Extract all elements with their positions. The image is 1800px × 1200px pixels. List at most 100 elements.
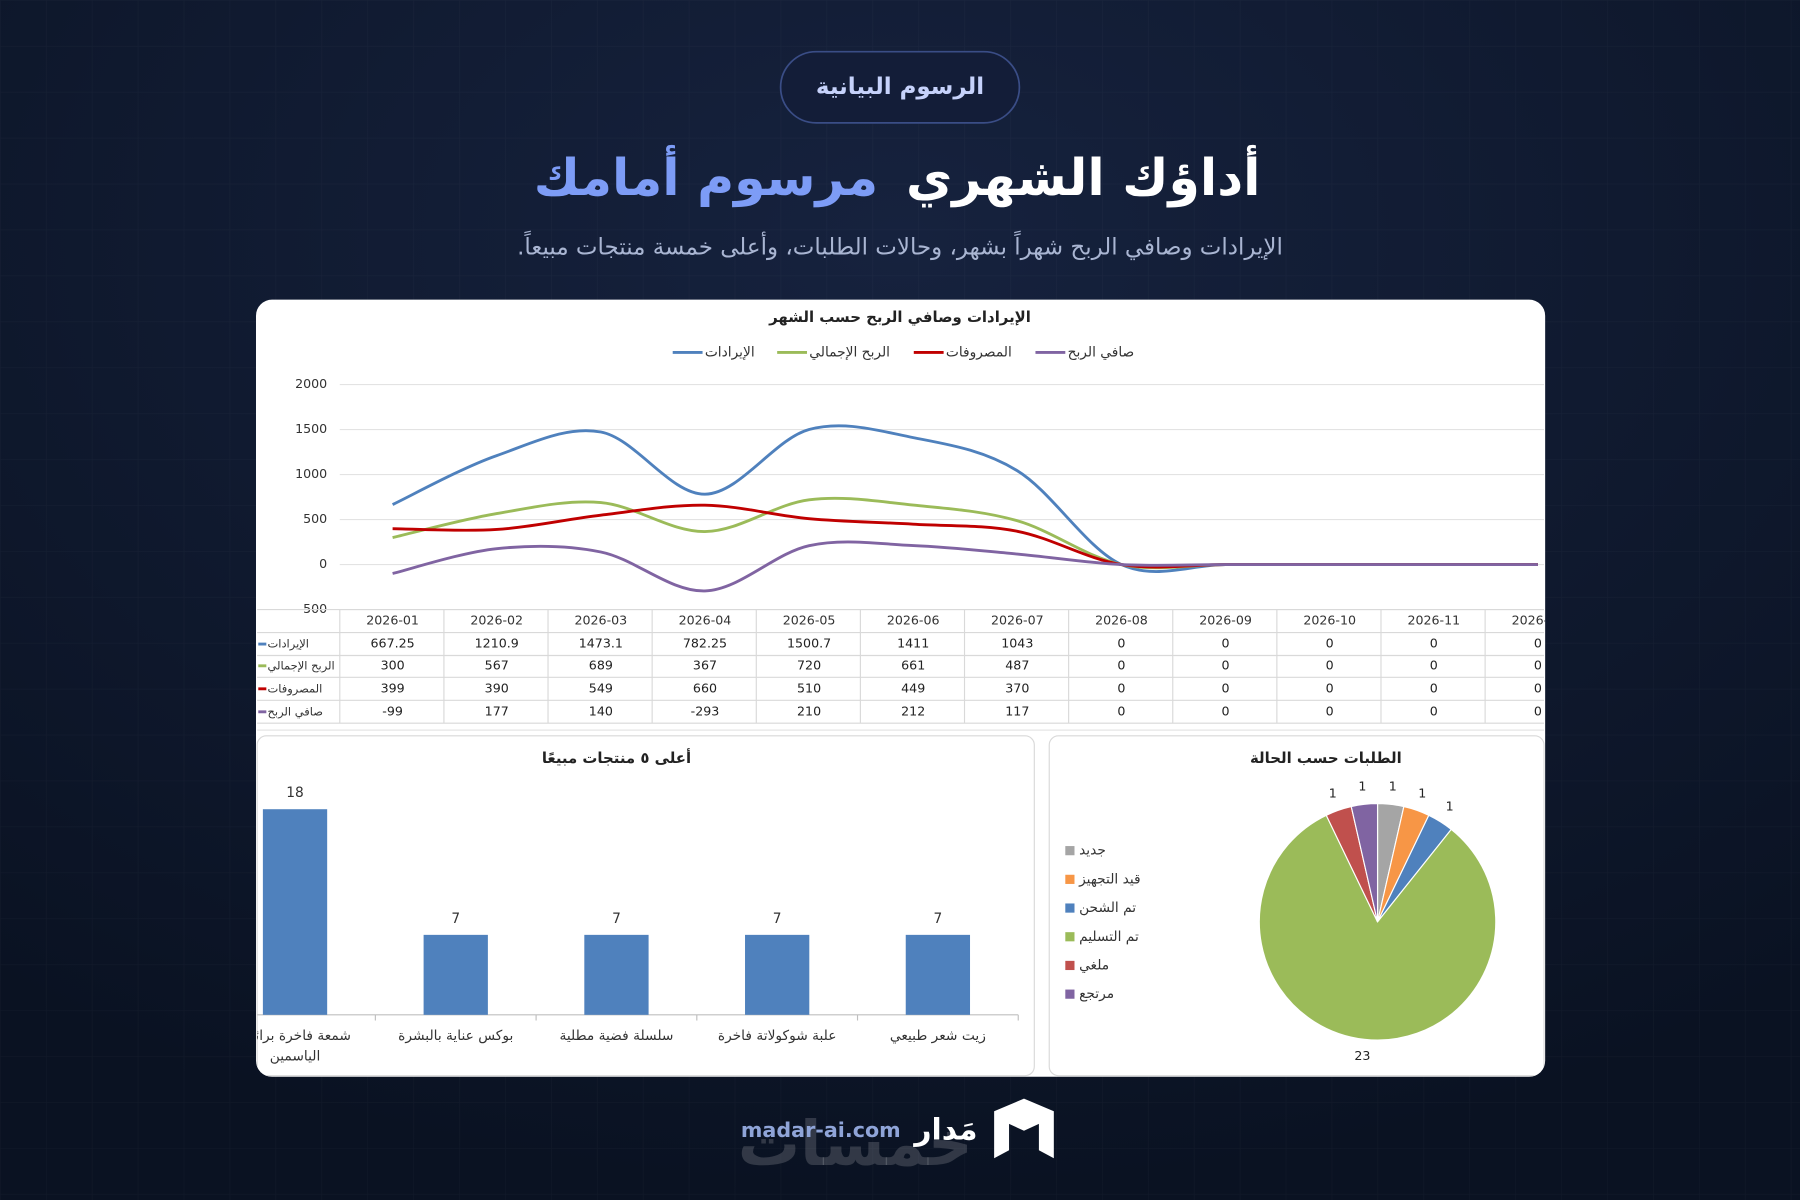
table-cell: -293 <box>691 703 720 718</box>
table-cell: 0 <box>1430 657 1438 672</box>
table-cell: 0 <box>1534 680 1542 695</box>
table-cell: 177 <box>485 703 509 718</box>
chart-title: الإيرادات وصافي الربح حسب الشهر <box>768 308 1031 326</box>
y-tick-label: 0 <box>319 556 327 571</box>
legend-label: الإيرادات <box>705 344 755 360</box>
x-tick-label: 2026-10 <box>1303 613 1356 628</box>
table-cell: 1500.7 <box>787 636 831 651</box>
bar-content: أعلى ٥ منتجات مبيعًا 18 شمعة فاخرة برائحة … <box>239 748 1019 1065</box>
x-tick-label: 2026-01 <box>366 613 419 628</box>
slice-label: 1 <box>1389 779 1397 794</box>
table-cell: 0 <box>1326 657 1334 672</box>
table-cell: 390 <box>485 680 509 695</box>
legend-label: المصروفات <box>946 344 1012 360</box>
table-row-label: المصروفات <box>267 681 322 696</box>
legend-label: ملغي <box>1079 957 1109 973</box>
x-tick-label: علبة شوكولاتة فاخرة <box>717 1027 837 1044</box>
table-cell: 567 <box>485 657 509 672</box>
x-label-box: بوكس عناية بالبشرة <box>398 1027 514 1044</box>
table-cell: 367 <box>693 657 717 672</box>
table-cell: -99 <box>382 703 403 718</box>
x-label-box: سلسلة فضية مطلية <box>559 1027 674 1044</box>
brand: مَدار <box>912 1112 977 1147</box>
legend-swatch <box>1065 903 1075 913</box>
watermark: خمسات <box>738 1107 973 1180</box>
bar <box>423 934 488 1015</box>
y-tick-label: 1500 <box>295 421 327 436</box>
legend-label: جديد <box>1079 843 1106 859</box>
table-cell: 0 <box>1326 680 1334 695</box>
x-label-box: زيت شعر طبيعي <box>889 1027 986 1044</box>
table-cell: 660 <box>693 680 717 695</box>
legend-label: تم التسليم <box>1079 929 1139 945</box>
table-cell: 661 <box>901 657 925 672</box>
bar <box>262 809 328 1015</box>
table-cell: 0 <box>1534 636 1542 651</box>
x-tick-label: شمعة فاخرة برائحة الياسمين <box>239 1027 351 1065</box>
table-cell: 0 <box>1326 703 1334 718</box>
value-label: 7 <box>773 911 782 927</box>
legend-label: صافي الربح <box>1068 344 1135 360</box>
legend-swatch <box>1065 874 1075 884</box>
table-row-label: الربح الإجمالي <box>267 658 334 673</box>
table-cell: 689 <box>589 657 613 672</box>
table-cell: 0 <box>1430 703 1438 718</box>
table-cell: 140 <box>589 703 613 718</box>
table-cell: 0 <box>1222 657 1230 672</box>
legend-swatch <box>1065 960 1075 971</box>
x-tick-label: زيت شعر طبيعي <box>889 1027 986 1044</box>
x-tick-label: 2026-11 <box>1407 613 1460 628</box>
table-cell: 0 <box>1222 703 1230 718</box>
x-label-box: علبة شوكولاتة فاخرة <box>717 1027 837 1044</box>
legend-label: الربح الإجمالي <box>809 344 890 360</box>
site: madar-ai.com <box>741 1118 901 1142</box>
value-label: 7 <box>451 911 460 927</box>
table-cell: 1411 <box>897 636 929 651</box>
y-tick-label: -500 <box>299 601 328 616</box>
table-cell: 0 <box>1222 636 1230 651</box>
legend-label: قيد التجهيز <box>1078 871 1141 887</box>
slice-label: 23 <box>1354 1048 1370 1063</box>
table-cell: 1210.9 <box>475 636 519 651</box>
pie-slice <box>1258 814 1497 1041</box>
value-label: 18 <box>286 785 304 801</box>
table-cell: 487 <box>1005 657 1029 672</box>
table-cell: 0 <box>1117 636 1125 651</box>
x-label-box: شمعة فاخرة برائحة الياسمين <box>239 1027 351 1065</box>
table-cell: 0 <box>1222 680 1230 695</box>
table-cell: 449 <box>901 680 925 695</box>
headline: أداؤك الشهري <box>906 144 1261 208</box>
chart-title: الطلبات حسب الحالة <box>1250 749 1402 767</box>
table-cell: 0 <box>1534 657 1542 672</box>
legend-label: مرتجع <box>1079 986 1114 1002</box>
table-cell: 0 <box>1117 680 1125 695</box>
legend-swatch <box>1065 989 1075 999</box>
table-cell: 399 <box>381 680 405 695</box>
bar <box>745 934 810 1015</box>
table-cell: 1043 <box>1001 636 1033 651</box>
table-cell: 300 <box>381 657 405 672</box>
table-cell: 510 <box>797 680 821 695</box>
legend-swatch <box>1065 932 1075 942</box>
table-cell: 782.25 <box>683 636 727 651</box>
table-cell: 117 <box>1005 703 1029 718</box>
bar <box>584 934 649 1015</box>
value-label: 7 <box>612 911 621 927</box>
x-tick-label: 2026-12 <box>1512 613 1565 628</box>
table-cell: 720 <box>797 657 821 672</box>
headline-highlight: مرسوم أمامك <box>534 144 878 208</box>
badge <box>779 50 1021 124</box>
x-tick-label: سلسلة فضية مطلية <box>559 1027 674 1044</box>
badge-text: الرسوم البيانية <box>816 74 984 100</box>
y-tick-label: 1000 <box>295 466 327 481</box>
x-tick-label: بوكس عناية بالبشرة <box>398 1027 514 1044</box>
slice-label: 1 <box>1446 799 1454 814</box>
y-tick-label: 2000 <box>295 376 327 391</box>
table-cell: 370 <box>1005 680 1029 695</box>
x-tick-label: 2026-04 <box>679 613 732 628</box>
table-cell: 667.25 <box>371 636 415 651</box>
table-row-label: صافي الربح <box>267 704 323 719</box>
table-cell: 0 <box>1430 680 1438 695</box>
x-tick-label: 2026-03 <box>574 613 627 628</box>
